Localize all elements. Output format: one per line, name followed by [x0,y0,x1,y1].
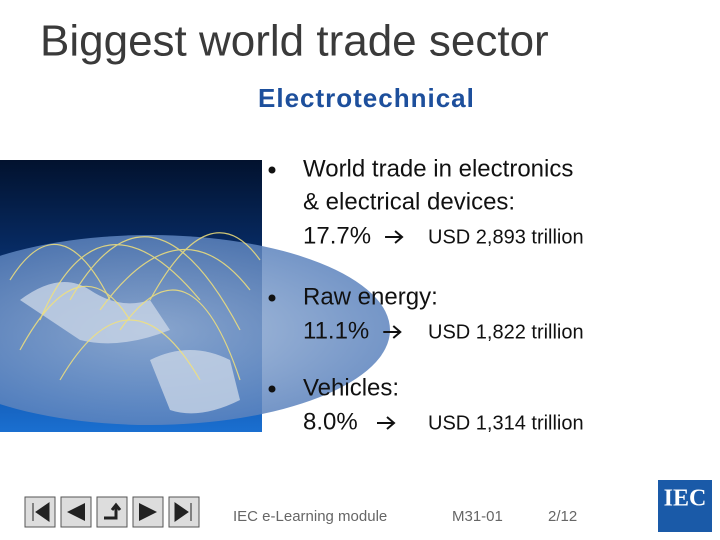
bullet-list: World trade in electronics & electrical d… [268,155,584,435]
bullet-text: & electrical devices: [303,188,515,215]
logo-text: IEC [664,486,707,512]
bullet-dot [268,294,276,302]
bullet-share: 8.0% [303,408,358,435]
bullet-value: USD 1,822 trillion [428,321,584,343]
arrow [377,416,396,430]
bullet-share: 11.1% [303,317,369,344]
bullet-dot [268,385,276,393]
bullet-value: USD 1,314 trillion [428,412,584,434]
arrow [383,325,402,339]
footer-code: M31-01 [452,508,503,525]
logo-box [658,480,712,532]
footer-module: IEC e-Learning module [233,508,387,525]
nav-buttons [24,496,200,528]
arrow [385,230,404,244]
footer-page: 2/12 [548,508,577,525]
title: Biggest world trade sector [40,17,549,66]
bullet-dot [268,166,276,174]
return-button[interactable] [96,496,128,528]
bullet-value: USD 2,893 trillion [428,226,584,248]
globe-image [0,160,390,432]
bullet-text: World trade in electronics [303,155,573,182]
bullet-text: Vehicles: [303,374,399,401]
bullet-share: 17.7% [303,222,371,249]
bullet-text: Raw energy: [303,283,438,310]
subtitle: Electrotechnical [258,83,475,113]
